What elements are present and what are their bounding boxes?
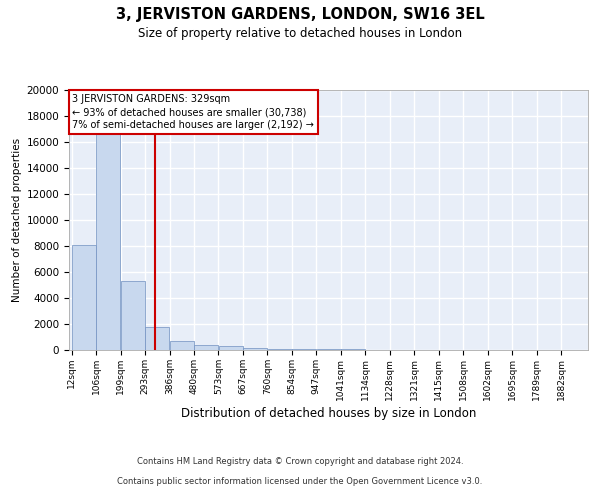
- Text: 3, JERVISTON GARDENS, LONDON, SW16 3EL: 3, JERVISTON GARDENS, LONDON, SW16 3EL: [116, 8, 484, 22]
- Bar: [121, 281, 145, 350]
- Bar: [292, 349, 316, 350]
- Bar: [97, 133, 121, 350]
- Text: Size of property relative to detached houses in London: Size of property relative to detached ho…: [138, 28, 462, 40]
- Y-axis label: Number of detached properties: Number of detached properties: [13, 138, 22, 302]
- Text: Contains HM Land Registry data © Crown copyright and database right 2024.: Contains HM Land Registry data © Crown c…: [137, 457, 463, 466]
- Text: 3 JERVISTON GARDENS: 329sqm
← 93% of detached houses are smaller (30,738)
7% of : 3 JERVISTON GARDENS: 329sqm ← 93% of det…: [73, 94, 314, 130]
- Bar: [218, 346, 243, 350]
- Text: Contains public sector information licensed under the Open Government Licence v3: Contains public sector information licen…: [118, 477, 482, 486]
- Bar: [145, 327, 169, 350]
- Bar: [72, 244, 96, 350]
- X-axis label: Distribution of detached houses by size in London: Distribution of detached houses by size …: [181, 406, 476, 420]
- Bar: [268, 348, 292, 350]
- Bar: [170, 341, 194, 350]
- Bar: [317, 349, 341, 350]
- Bar: [243, 348, 267, 350]
- Bar: [194, 345, 218, 350]
